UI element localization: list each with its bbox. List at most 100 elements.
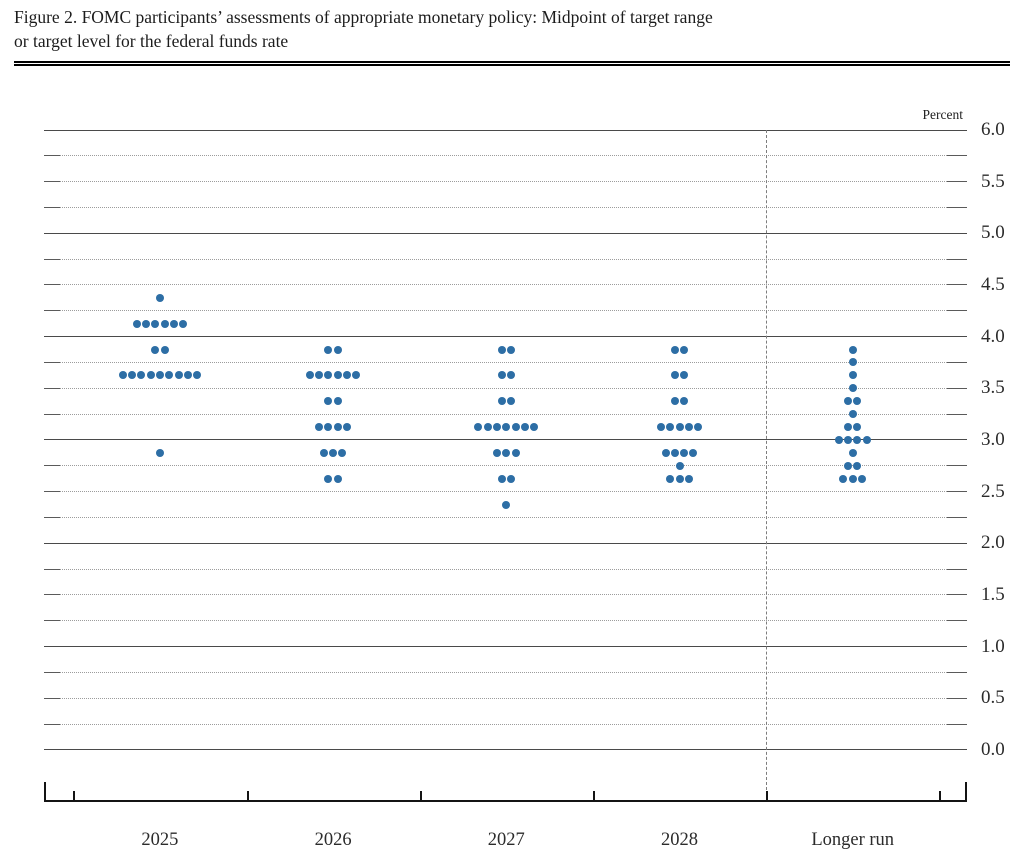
gridline-dotted — [44, 620, 967, 622]
fomc-dot — [343, 423, 352, 432]
fomc-dot — [128, 371, 136, 380]
fomc-dot — [670, 448, 679, 457]
fomc-dot — [844, 423, 853, 432]
gridline-left-cap — [44, 387, 60, 389]
x-axis-left-corner — [44, 782, 46, 800]
gridline-dotted — [44, 258, 967, 260]
gridline-solid — [44, 646, 967, 648]
fomc-dot — [160, 319, 169, 328]
fomc-dot — [844, 397, 853, 406]
fomc-dot — [506, 397, 515, 406]
gridline-solid — [44, 749, 967, 751]
gridline-dotted — [44, 413, 967, 415]
fomc-dot — [680, 448, 689, 457]
x-axis-right-corner — [965, 782, 967, 800]
fomc-dot — [315, 423, 324, 432]
gridline-right-cap — [947, 361, 967, 363]
gridline-dotted — [44, 284, 967, 286]
fomc-dot — [324, 397, 333, 406]
y-axis-label: 4.0 — [981, 325, 1005, 347]
fomc-dot — [305, 371, 314, 380]
fomc-dot — [132, 319, 141, 328]
gridline-dotted — [44, 697, 967, 699]
fomc-dot — [493, 448, 501, 457]
fomc-dot — [839, 474, 848, 483]
fomc-dot — [493, 423, 501, 432]
gridline-dotted — [44, 671, 967, 673]
fomc-dot — [844, 435, 853, 444]
fomc-dot — [684, 474, 693, 483]
y-axis-label: 3.5 — [981, 377, 1005, 399]
fomc-dot — [324, 371, 333, 380]
fomc-dot — [675, 461, 684, 470]
x-axis-label: Longer run — [811, 830, 895, 850]
gridline-right-cap — [947, 671, 967, 673]
fomc-dot — [483, 423, 492, 432]
gridline-dotted — [44, 516, 967, 518]
fomc-dot — [333, 371, 342, 380]
fomc-dot — [530, 423, 539, 432]
fomc-dot — [502, 423, 511, 432]
fomc-dot — [333, 474, 342, 483]
fomc-dot — [155, 293, 164, 302]
gridline-dotted — [44, 206, 967, 208]
y-axis-label: 0.0 — [981, 738, 1005, 760]
gridline-right-cap — [947, 258, 967, 260]
fomc-dot — [834, 435, 843, 444]
fomc-dot — [689, 448, 698, 457]
fomc-dot — [183, 371, 192, 380]
gridline-right-cap — [947, 568, 967, 570]
gridline-dotted — [44, 723, 967, 725]
gridline-left-cap — [44, 516, 60, 518]
fomc-dot — [193, 371, 202, 380]
gridline-left-cap — [44, 671, 60, 673]
gridline-right-cap — [947, 181, 967, 183]
gridline-dotted — [44, 155, 967, 157]
gridline-dotted — [44, 181, 967, 183]
fomc-dot — [848, 410, 857, 419]
gridline-left-cap — [44, 206, 60, 208]
y-axis-label: 3.0 — [981, 428, 1005, 450]
fomc-dot — [656, 423, 665, 432]
y-axis-title: Percent — [922, 107, 963, 122]
fomc-dot — [502, 448, 511, 457]
fomc-dot — [853, 461, 862, 470]
fomc-dot — [174, 371, 183, 380]
fomc-dot — [497, 397, 506, 406]
gridline-left-cap — [44, 568, 60, 570]
gridline-solid — [44, 129, 967, 131]
x-axis-label: 2027 — [487, 830, 525, 850]
fomc-dot — [146, 371, 155, 380]
gridline-dotted — [44, 310, 967, 312]
gridline-dotted — [44, 465, 967, 467]
figure-title-line-1: Figure 2. FOMC participants’ assessments… — [14, 7, 713, 27]
gridline-right-cap — [947, 387, 967, 389]
x-axis-tick — [766, 791, 769, 800]
gridline-dotted — [44, 491, 967, 493]
fomc-dot — [848, 384, 857, 393]
fomc-dot — [506, 345, 515, 354]
gridline-left-cap — [44, 594, 60, 596]
fomc-dot — [511, 448, 520, 457]
x-axis-tick — [592, 791, 595, 800]
gridline-right-cap — [947, 697, 967, 699]
fomc-dot — [141, 319, 150, 328]
fomc-dot — [333, 423, 342, 432]
gridline-left-cap — [44, 155, 60, 157]
gridline-right-cap — [947, 413, 967, 415]
fomc-dot — [511, 423, 520, 432]
fomc-dot — [670, 371, 679, 380]
fomc-dot — [333, 397, 342, 406]
fomc-dot — [680, 397, 689, 406]
y-axis-label: 0.5 — [981, 687, 1005, 709]
x-axis-label: 2025 — [141, 830, 179, 850]
gridline-left-cap — [44, 310, 60, 312]
gridline-right-cap — [947, 620, 967, 622]
gridline-solid — [44, 336, 967, 338]
x-axis-label: 2026 — [314, 830, 352, 850]
fomc-dot — [853, 435, 862, 444]
fomc-dot — [338, 448, 347, 457]
fomc-dot — [497, 371, 506, 380]
